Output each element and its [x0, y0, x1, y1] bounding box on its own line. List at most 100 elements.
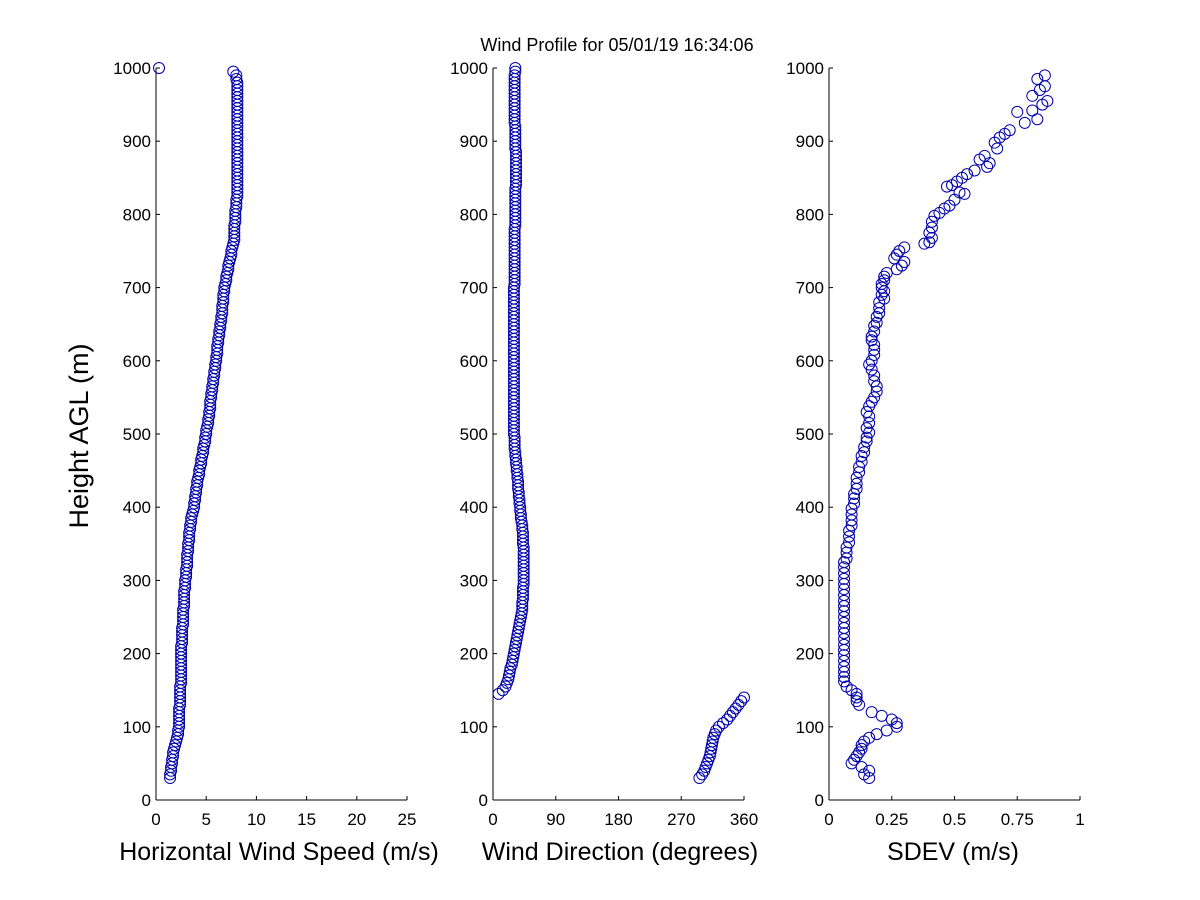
data-point-sdev [1011, 105, 1024, 118]
y-tick-label-direction: 1000 [450, 59, 488, 78]
data-point-sdev [898, 255, 911, 268]
x-axis-label-speed: Horizontal Wind Speed (m/s) [119, 838, 439, 866]
data-point-sdev [870, 380, 883, 393]
figure-title: Wind Profile for 05/01/19 16:34:06 [480, 35, 753, 55]
y-tick-label-speed: 500 [123, 425, 151, 444]
data-point-sdev [853, 698, 866, 711]
data-point-sdev [838, 649, 851, 662]
data-point-sdev [853, 460, 866, 473]
y-tick-label-direction: 600 [460, 352, 488, 371]
y-tick-label-speed: 1000 [113, 59, 151, 78]
data-point-sdev [848, 488, 861, 501]
data-point-sdev [838, 671, 851, 684]
data-point-direction [499, 680, 512, 693]
data-point-sdev [858, 441, 871, 454]
data-point-sdev [850, 691, 863, 704]
data-point-sdev [850, 695, 863, 708]
data-point-sdev [838, 605, 851, 618]
data-point-sdev [855, 739, 868, 752]
data-point-direction [492, 687, 505, 700]
x-tick-label-sdev: 1 [1075, 810, 1084, 829]
data-point-speed [153, 62, 166, 74]
y-tick-label-sdev: 900 [796, 132, 824, 151]
data-point-sdev [878, 270, 891, 283]
y-tick-label-direction: 0 [479, 791, 488, 810]
data-point-direction [507, 651, 520, 664]
data-point-sdev [868, 348, 881, 361]
data-point-sdev [838, 665, 851, 678]
data-point-sdev [873, 307, 886, 320]
data-point-sdev [968, 164, 981, 177]
data-point-sdev [840, 552, 853, 565]
data-point-sdev [890, 717, 903, 730]
data-point-sdev [860, 431, 873, 444]
y-tick-label-direction: 900 [460, 132, 488, 151]
data-point-sdev [858, 735, 871, 748]
y-tick-label-speed: 700 [123, 279, 151, 298]
data-point-sdev [940, 180, 953, 193]
y-tick-label-sdev: 300 [796, 571, 824, 590]
y-tick-label-sdev: 800 [796, 205, 824, 224]
x-axis-label-direction: Wind Direction (degrees) [482, 838, 759, 866]
data-point-sdev [860, 435, 873, 448]
data-point-sdev [838, 583, 851, 596]
data-point-sdev [1036, 98, 1049, 111]
x-axis-label-sdev: SDEV (m/s) [887, 838, 1019, 866]
panel-sdev: 0 100 200 300 400 500 600 700 800 900 1000 0 0.25 0.5… [786, 59, 1085, 829]
data-point-direction [693, 772, 706, 785]
y-tick-label-sdev: 500 [796, 425, 824, 444]
y-tick-label-speed: 0 [142, 791, 151, 810]
data-point-sdev [838, 594, 851, 607]
data-point-direction [696, 768, 709, 781]
data-point-sdev [873, 302, 886, 315]
data-point-sdev [918, 237, 931, 250]
y-tick-label-speed: 600 [123, 352, 151, 371]
data-point-sdev [853, 466, 866, 479]
data-point-direction [503, 665, 516, 678]
data-point-sdev [875, 281, 888, 294]
x-tick-label-speed: 20 [347, 810, 366, 829]
data-point-speed [164, 768, 177, 781]
data-point-sdev [858, 446, 871, 459]
x-tick-label-speed: 0 [151, 810, 160, 829]
data-point-sdev [868, 369, 881, 382]
y-tick-label-direction: 300 [460, 571, 488, 590]
data-point-speed [164, 772, 177, 785]
data-point-direction [724, 709, 737, 722]
y-tick-label-direction: 700 [460, 279, 488, 298]
data-point-sdev [855, 449, 868, 462]
data-point-direction [704, 746, 717, 759]
x-tick-label-sdev: 0 [824, 810, 833, 829]
data-point-sdev [958, 187, 971, 200]
data-point-direction [705, 742, 718, 755]
x-tick-label-direction: 270 [667, 810, 695, 829]
data-point-direction [721, 713, 734, 726]
data-point-sdev [868, 343, 881, 356]
data-point-sdev [923, 236, 936, 249]
y-tick-label-direction: 800 [460, 205, 488, 224]
y-tick-label-direction: 500 [460, 425, 488, 444]
y-tick-label-direction: 200 [460, 645, 488, 664]
panel-speed: 0 100 200 300 400 500 600 700 800 900 1000 0 5 10 15 20… [113, 59, 416, 829]
y-tick-label-sdev: 400 [796, 498, 824, 517]
data-point-direction [506, 654, 519, 667]
x-tick-label-sdev: 0.5 [943, 810, 967, 829]
data-point-sdev [983, 157, 996, 170]
x-tick-label-speed: 25 [398, 810, 417, 829]
data-point-sdev [868, 319, 881, 332]
y-tick-label-sdev: 600 [796, 352, 824, 371]
data-point-sdev [890, 248, 903, 261]
x-tick-label-sdev: 0.75 [1001, 810, 1034, 829]
data-point-sdev [850, 687, 863, 700]
data-point-sdev [838, 572, 851, 585]
x-tick-label-direction: 180 [604, 810, 632, 829]
y-tick-label-direction: 400 [460, 498, 488, 517]
data-point-sdev [840, 546, 853, 559]
y-tick-label-speed: 100 [123, 718, 151, 737]
y-tick-label-sdev: 100 [796, 718, 824, 737]
data-point-sdev [838, 561, 851, 574]
data-point-sdev [855, 761, 868, 774]
data-point-sdev [838, 660, 851, 673]
data-point-sdev [865, 354, 878, 367]
